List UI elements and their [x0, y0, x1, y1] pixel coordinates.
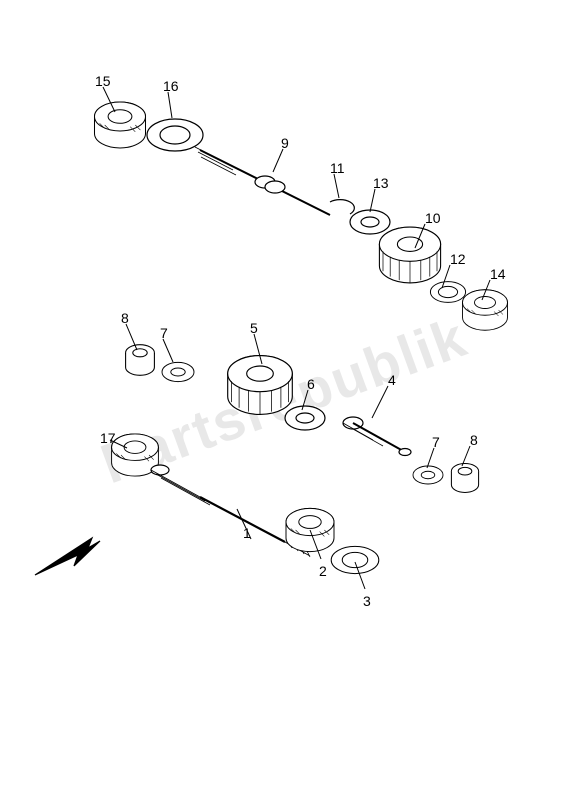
parts-diagram-svg — [0, 0, 567, 800]
callout-17: 17 — [100, 430, 116, 446]
callout-10: 10 — [425, 210, 441, 226]
callout-6: 6 — [307, 376, 315, 392]
callout-7: 7 — [432, 434, 440, 450]
callout-11: 11 — [330, 160, 345, 176]
callout-13: 13 — [373, 175, 389, 191]
callout-12: 12 — [450, 251, 466, 267]
callout-15: 15 — [95, 73, 111, 89]
callout-1: 1 — [243, 525, 251, 541]
callout-5: 5 — [250, 320, 258, 336]
callout-8: 8 — [470, 432, 478, 448]
callout-9: 9 — [281, 135, 289, 151]
callout-14: 14 — [490, 266, 506, 282]
callout-8: 8 — [121, 310, 129, 326]
callout-4: 4 — [388, 372, 396, 388]
callout-2: 2 — [319, 563, 327, 579]
direction-arrow-icon — [35, 538, 100, 575]
callout-3: 3 — [363, 593, 371, 609]
callout-7: 7 — [160, 325, 168, 341]
callout-16: 16 — [163, 78, 179, 94]
